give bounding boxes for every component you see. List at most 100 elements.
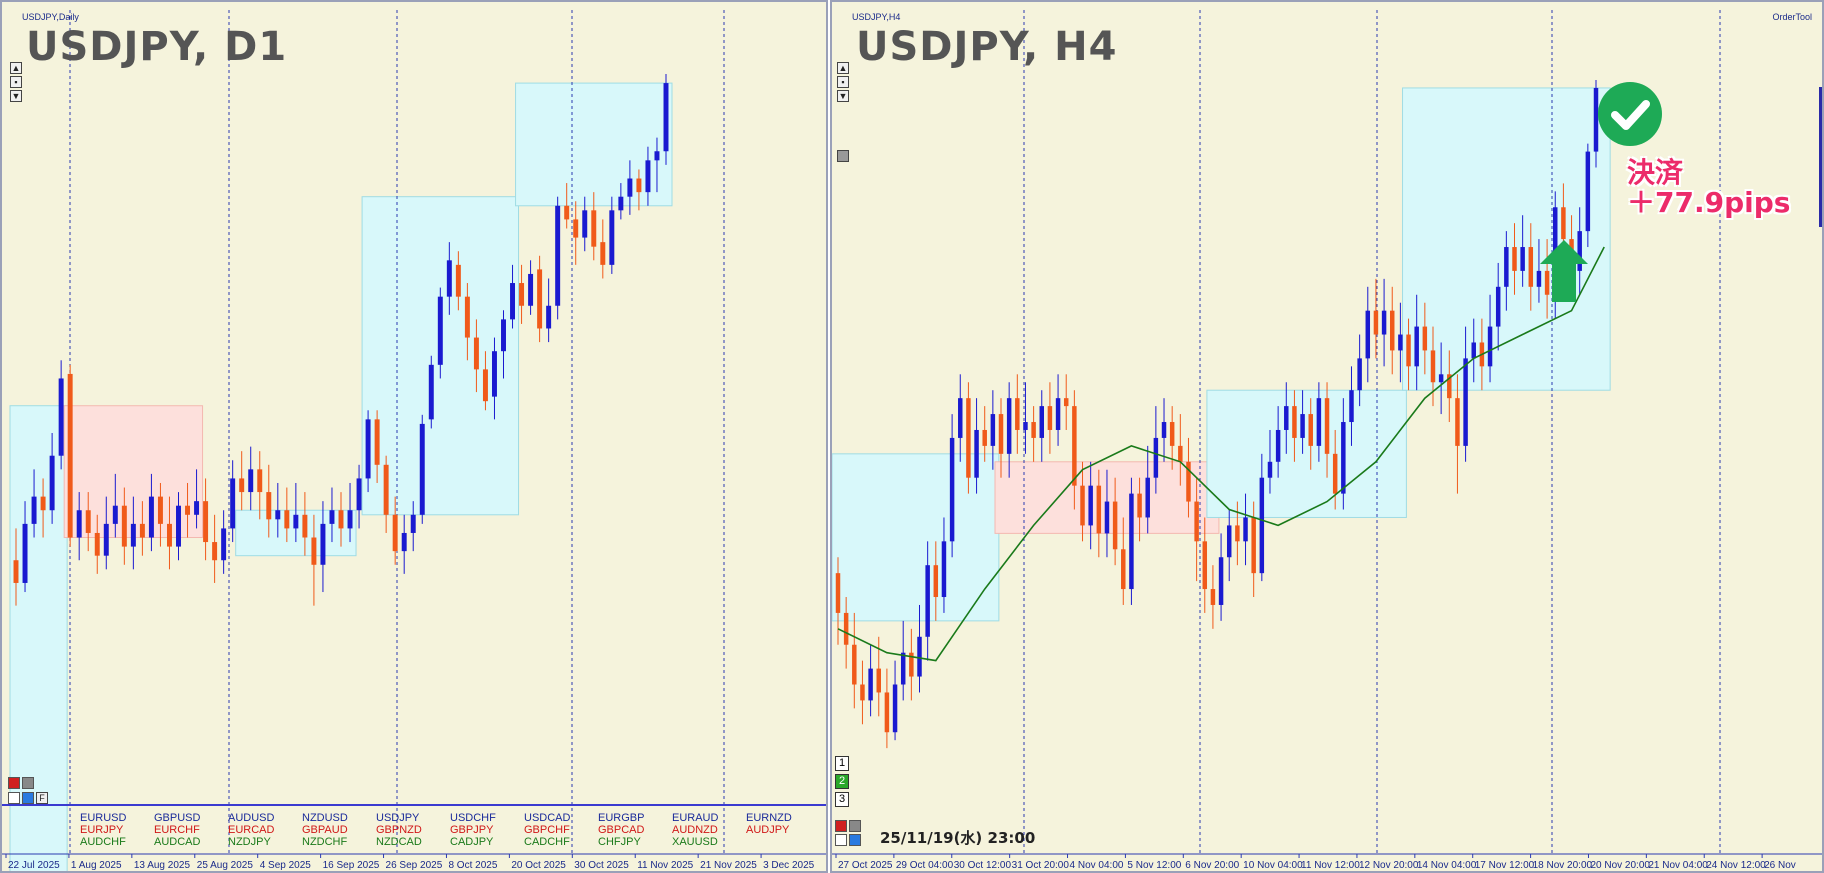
x-tick-label: 14 Nov 04:00 xyxy=(1417,860,1477,871)
candle-body xyxy=(1504,247,1509,287)
pair-link[interactable]: AUDCAD xyxy=(154,836,201,848)
pair-link[interactable]: AUDNZD xyxy=(672,824,718,836)
pair-link[interactable]: EURGBP xyxy=(598,812,645,824)
pair-link[interactable]: USDJPY xyxy=(376,812,420,824)
x-tick-label: 21 Nov 04:00 xyxy=(1648,860,1708,871)
pair-link[interactable]: GBPNZD xyxy=(376,824,422,836)
tool-icon[interactable] xyxy=(835,834,847,846)
pair-link[interactable]: CHFJPY xyxy=(598,836,641,848)
candle-body xyxy=(1324,398,1330,454)
pair-link[interactable]: EURAUD xyxy=(672,812,719,824)
scroll-up-button[interactable]: ▲ xyxy=(10,62,22,74)
pair-link[interactable]: USDCHF xyxy=(450,812,496,824)
candle-body xyxy=(1389,310,1395,351)
minimize-icon[interactable] xyxy=(22,777,34,789)
x-tick-label: 16 Sep 2025 xyxy=(323,860,380,871)
x-tick-label: 20 Nov 20:00 xyxy=(1590,860,1650,871)
chart-window-h4[interactable]: 27 Oct 2025 29 Oct 04:00 30 Oct 12:00 31 Oc… xyxy=(830,0,1824,873)
settings-icon[interactable] xyxy=(849,834,861,846)
timeframe-button-1[interactable]: 1 xyxy=(835,756,849,771)
scroll-up-button[interactable]: ▲ xyxy=(837,62,849,74)
candle-body xyxy=(1218,557,1224,605)
pair-link[interactable]: AUDCHF xyxy=(80,836,126,848)
candle-body xyxy=(1015,398,1020,430)
pair-link[interactable]: NZDCAD xyxy=(376,836,422,848)
pair-link[interactable]: EURJPY xyxy=(80,824,124,836)
candle-body xyxy=(933,565,939,598)
candle-body xyxy=(1357,358,1362,391)
candle-body xyxy=(1341,422,1346,494)
candle-body xyxy=(884,692,890,733)
x-tick-label: 3 Dec 2025 xyxy=(763,860,815,871)
settlement-annotation: 決済 ＋77.9pips xyxy=(1627,158,1790,218)
candle-body xyxy=(1186,461,1191,502)
pair-link[interactable]: GBPAUD xyxy=(302,824,348,836)
minimize-icon[interactable] xyxy=(849,820,861,832)
pair-link[interactable]: AUDUSD xyxy=(228,812,275,824)
f-button[interactable]: F xyxy=(36,792,48,804)
pair-link[interactable]: EURCHF xyxy=(154,824,200,836)
pair-link[interactable]: NZDUSD xyxy=(302,812,348,824)
candle-body xyxy=(482,369,488,402)
candle-body xyxy=(248,469,254,493)
bookmark-icon[interactable] xyxy=(837,150,849,162)
candle-body xyxy=(835,573,841,613)
h4-candlestick-chart[interactable]: 27 Oct 2025 29 Oct 04:00 30 Oct 12:00 31 Oc… xyxy=(832,2,1824,873)
pair-link[interactable]: CADCHF xyxy=(524,836,570,848)
settings-icon[interactable] xyxy=(22,792,34,804)
candle-body xyxy=(212,542,218,561)
candle-body xyxy=(1349,390,1354,423)
candle-body xyxy=(1063,398,1069,407)
pair-link[interactable]: EURCAD xyxy=(228,824,275,836)
scroll-down-button[interactable]: ▼ xyxy=(837,90,849,102)
pair-link[interactable]: GBPJPY xyxy=(450,824,494,836)
pair-link[interactable]: AUDJPY xyxy=(746,824,790,836)
chart-caption: USDJPY,Daily xyxy=(22,12,79,22)
candle-body xyxy=(437,296,443,365)
candle-body xyxy=(121,505,127,547)
pair-link[interactable]: EURNZD xyxy=(746,812,792,824)
candle-body xyxy=(941,541,947,598)
currency-pair-selector[interactable]: EURUSD GBPUSD AUDUSD NZDUSD USDJPY USDCHF USDC… xyxy=(80,812,820,848)
candle-body xyxy=(275,510,281,520)
timeframe-button-3[interactable]: 3 xyxy=(835,792,849,807)
chart-window-daily[interactable]: 22 Jul 2025 1 Aug 2025 13 Aug 2025 25 Aug 2… xyxy=(0,0,828,873)
pair-link[interactable]: GBPUSD xyxy=(154,812,201,824)
pair-link[interactable]: NZDJPY xyxy=(228,836,271,848)
close-order-icon[interactable] xyxy=(8,777,20,789)
highlight-box xyxy=(832,453,1000,622)
x-tick-label: 11 Nov 2025 xyxy=(637,860,693,871)
candle-body xyxy=(1487,326,1493,367)
x-tick-label: 6 Nov 20:00 xyxy=(1185,860,1239,871)
close-order-icon[interactable] xyxy=(835,820,847,832)
pair-link[interactable]: XAUUSD xyxy=(672,836,718,848)
candle-body xyxy=(998,414,1004,454)
zoom-button[interactable]: ▪ xyxy=(10,76,22,88)
scroll-down-button[interactable]: ▼ xyxy=(10,90,22,102)
candle-body xyxy=(401,532,407,552)
candle-body xyxy=(925,565,930,637)
pair-link[interactable]: EURUSD xyxy=(80,812,127,824)
pair-link[interactable]: GBPCHF xyxy=(524,824,570,836)
pair-link[interactable]: NZDCHF xyxy=(302,836,348,848)
candle-body xyxy=(347,510,353,529)
pair-link[interactable]: CADJPY xyxy=(450,836,494,848)
x-tick-label: 10 Nov 04:00 xyxy=(1243,860,1303,871)
check-icon xyxy=(1598,82,1662,146)
pair-link[interactable]: USDCAD xyxy=(524,812,571,824)
candle-body xyxy=(917,636,922,677)
vertical-scrollbar[interactable] xyxy=(1819,87,1822,227)
candle-body xyxy=(600,242,606,265)
pair-link[interactable]: GBPCAD xyxy=(598,824,645,836)
tool-icon[interactable] xyxy=(8,792,20,804)
zoom-button[interactable]: ▪ xyxy=(837,76,849,88)
x-tick-label: 21 Nov 2025 xyxy=(700,860,757,871)
candle-body xyxy=(455,264,461,297)
candle-body xyxy=(990,414,996,446)
timeframe-button-2[interactable]: 2 xyxy=(835,774,849,789)
candle-body xyxy=(320,523,326,565)
candle-body xyxy=(1137,493,1142,518)
ordertool-label[interactable]: OrderTool xyxy=(1772,12,1812,22)
candle-body xyxy=(1544,270,1550,295)
daily-candlestick-chart[interactable]: 22 Jul 2025 1 Aug 2025 13 Aug 2025 25 Aug 2… xyxy=(2,2,828,873)
